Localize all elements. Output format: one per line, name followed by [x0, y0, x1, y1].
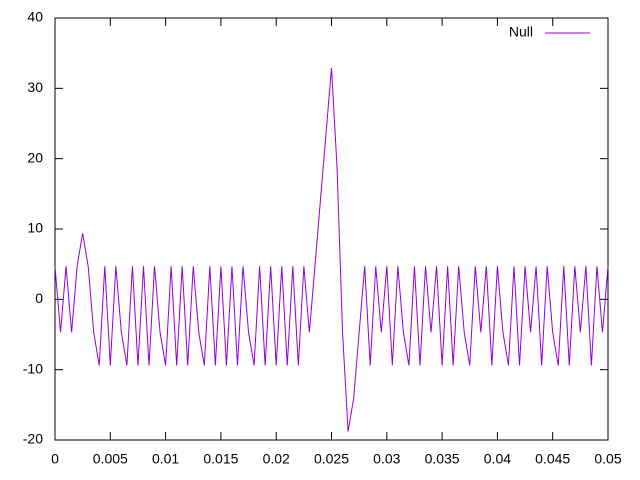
x-tick-label: 0.04: [484, 451, 511, 467]
x-tick-label: 0.01: [152, 451, 179, 467]
x-tick-label: 0.03: [373, 451, 400, 467]
y-tick-label: 30: [27, 79, 43, 95]
x-tick-label: 0.02: [263, 451, 290, 467]
x-tick-label: 0.035: [425, 451, 460, 467]
legend-label: Null: [509, 24, 533, 40]
x-tick-label: 0.005: [93, 451, 128, 467]
y-tick-label: -20: [23, 431, 43, 447]
plot-border: [54, 17, 609, 441]
x-tick-label: 0: [51, 451, 59, 467]
y-tick-label: 40: [27, 9, 43, 25]
y-tick-label: 20: [27, 149, 43, 165]
y-tick-label: 0: [35, 290, 43, 306]
y-tick-label: -10: [23, 360, 43, 376]
x-tick-label: 0.05: [594, 451, 621, 467]
y-tick-label: 10: [27, 220, 43, 236]
x-tick-label: 0.045: [535, 451, 570, 467]
x-tick-label: 0.015: [203, 451, 238, 467]
x-tick-label: 0.025: [314, 451, 349, 467]
data-line: [54, 67, 609, 432]
